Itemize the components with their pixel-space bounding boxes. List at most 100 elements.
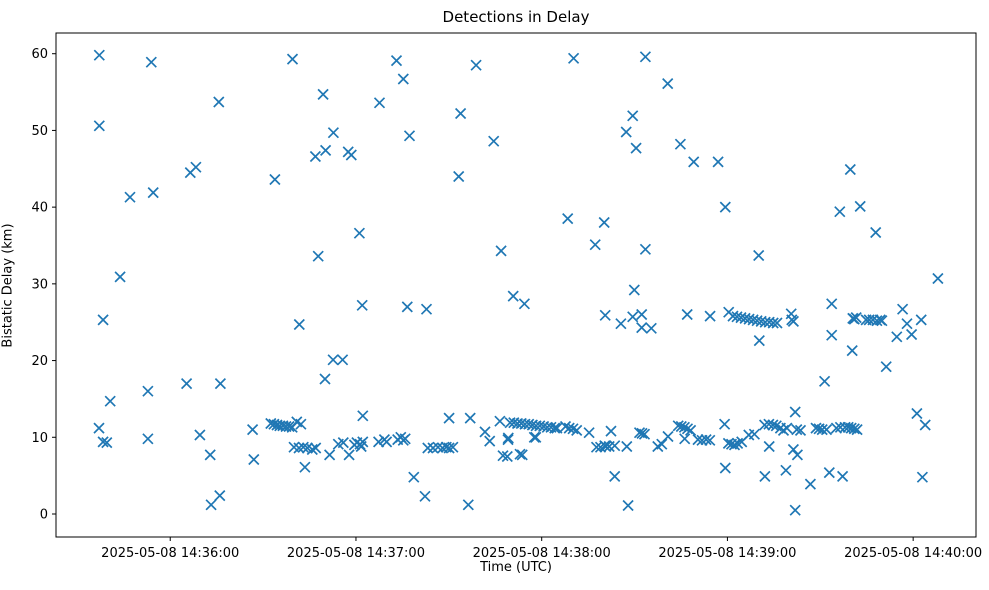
data-point bbox=[876, 315, 888, 327]
data-point bbox=[147, 186, 159, 199]
data-point bbox=[373, 97, 386, 109]
data-point bbox=[422, 442, 434, 454]
data-point bbox=[789, 406, 801, 418]
data-point bbox=[712, 156, 724, 168]
data-point bbox=[518, 298, 531, 310]
data-point bbox=[419, 490, 431, 502]
data-point bbox=[97, 436, 109, 448]
data-point bbox=[639, 51, 652, 63]
data-point bbox=[142, 385, 154, 397]
data-point bbox=[484, 435, 496, 447]
data-point bbox=[627, 311, 639, 323]
data-point bbox=[781, 422, 793, 434]
data-point bbox=[916, 471, 929, 483]
data-point bbox=[719, 462, 731, 474]
data-point bbox=[443, 442, 455, 454]
data-point bbox=[678, 421, 691, 433]
data-point bbox=[598, 216, 610, 229]
data-point bbox=[844, 163, 856, 176]
data-point bbox=[645, 322, 657, 334]
data-point bbox=[372, 436, 385, 448]
data-point bbox=[599, 309, 611, 321]
data-point bbox=[142, 433, 154, 445]
data-point bbox=[704, 310, 716, 322]
data-point bbox=[905, 328, 918, 341]
x-axis-tick-label: 2025-05-08 14:39:00 bbox=[658, 546, 796, 561]
data-point bbox=[214, 377, 227, 390]
data-point bbox=[501, 450, 513, 463]
data-point bbox=[319, 144, 332, 157]
data-point bbox=[562, 212, 574, 225]
data-point bbox=[295, 418, 307, 430]
data-point bbox=[283, 420, 295, 433]
data-point bbox=[830, 422, 843, 434]
data-point bbox=[516, 449, 528, 461]
data-point bbox=[636, 321, 648, 334]
data-point bbox=[353, 227, 366, 239]
data-point bbox=[622, 499, 634, 512]
data-point bbox=[662, 77, 674, 90]
data-point bbox=[615, 318, 627, 330]
data-point bbox=[299, 461, 311, 473]
data-point bbox=[495, 245, 507, 257]
data-point bbox=[297, 441, 309, 453]
data-point bbox=[453, 170, 465, 183]
data-point bbox=[93, 49, 105, 61]
data-point bbox=[753, 249, 765, 262]
data-point bbox=[293, 442, 305, 454]
data-point bbox=[780, 464, 792, 476]
data-point bbox=[401, 301, 413, 313]
y-axis-tick-label: 10 bbox=[31, 431, 48, 446]
data-point bbox=[567, 52, 580, 64]
data-point bbox=[787, 443, 800, 456]
data-point bbox=[704, 434, 716, 446]
data-point bbox=[823, 466, 835, 479]
data-point bbox=[246, 423, 259, 436]
data-point bbox=[306, 443, 318, 456]
data-point bbox=[818, 375, 831, 387]
data-point bbox=[559, 420, 572, 433]
data-point bbox=[488, 135, 500, 147]
data-point bbox=[804, 478, 817, 490]
data-point bbox=[605, 425, 617, 437]
data-point bbox=[901, 318, 913, 330]
data-point bbox=[932, 272, 944, 285]
data-point bbox=[787, 315, 800, 328]
y-axis-tick-label: 20 bbox=[31, 354, 48, 369]
data-point bbox=[763, 440, 775, 453]
data-point bbox=[688, 156, 700, 168]
data-point bbox=[248, 453, 260, 466]
data-point bbox=[771, 317, 783, 329]
data-point bbox=[214, 489, 226, 502]
data-point bbox=[502, 433, 514, 446]
data-point bbox=[583, 427, 595, 439]
data-point bbox=[205, 499, 217, 511]
data-point bbox=[675, 420, 687, 433]
data-point bbox=[870, 226, 882, 239]
data-point bbox=[336, 354, 349, 366]
data-point bbox=[794, 424, 807, 437]
data-point bbox=[638, 428, 651, 440]
data-point bbox=[114, 271, 126, 283]
data-point bbox=[184, 166, 196, 179]
data-point bbox=[286, 53, 299, 65]
data-point bbox=[891, 331, 903, 343]
data-point bbox=[609, 440, 621, 452]
data-point bbox=[310, 442, 322, 454]
data-point bbox=[145, 56, 157, 68]
data-point bbox=[627, 110, 639, 122]
y-axis-tick-label: 60 bbox=[31, 47, 48, 62]
x-axis-tick-label: 2025-05-08 14:38:00 bbox=[473, 546, 611, 561]
data-point bbox=[399, 433, 411, 445]
data-point bbox=[397, 73, 409, 85]
data-point bbox=[563, 422, 575, 434]
data-point bbox=[919, 419, 931, 431]
data-point bbox=[323, 449, 336, 461]
data-point bbox=[692, 433, 704, 446]
data-point bbox=[816, 423, 828, 436]
data-point bbox=[327, 354, 339, 366]
x-axis-tick-label: 2025-05-08 14:36:00 bbox=[101, 546, 239, 561]
data-point bbox=[571, 424, 583, 437]
